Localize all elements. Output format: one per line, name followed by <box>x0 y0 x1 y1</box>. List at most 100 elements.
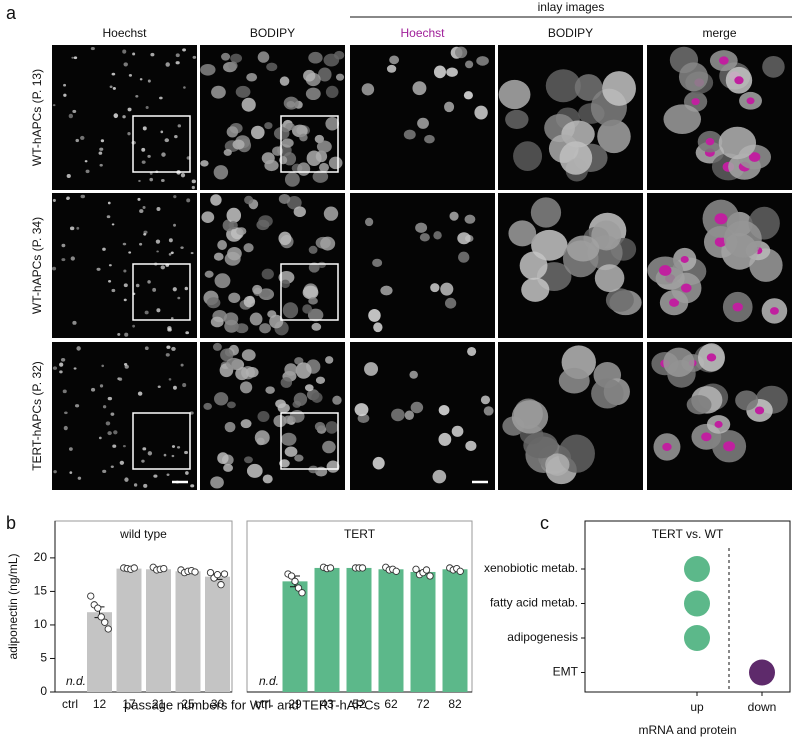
cell <box>463 91 473 100</box>
cell <box>190 484 195 488</box>
x-tick-label: 43 <box>320 697 334 711</box>
cell <box>212 342 222 351</box>
data-point <box>422 566 431 574</box>
cell <box>302 304 313 314</box>
cell <box>245 367 259 378</box>
cell <box>73 367 77 370</box>
cell <box>66 174 71 178</box>
inlay-box <box>132 115 191 173</box>
y-tick-label: EMT <box>553 665 579 679</box>
cell <box>147 280 151 284</box>
cell <box>226 357 243 370</box>
cell <box>99 147 104 151</box>
cell <box>123 362 128 366</box>
cell <box>84 160 88 163</box>
panel-label: a <box>6 3 17 23</box>
cell <box>185 331 190 335</box>
bar <box>346 567 372 692</box>
cell <box>228 221 238 230</box>
cell <box>386 64 397 73</box>
cell <box>143 233 147 236</box>
cell <box>424 134 435 144</box>
cell <box>141 147 146 152</box>
cell <box>159 96 163 100</box>
cell <box>380 285 393 296</box>
cell <box>111 288 116 293</box>
cell <box>221 52 231 61</box>
cell <box>105 421 111 426</box>
nucleus <box>680 255 689 263</box>
cell <box>113 113 119 119</box>
cell <box>244 456 253 464</box>
cell <box>211 85 226 99</box>
cell <box>244 195 254 205</box>
data-point <box>94 604 102 612</box>
cell <box>318 67 332 82</box>
cell <box>109 85 113 89</box>
y-tick-label: xenobiotic metab. <box>484 561 578 575</box>
cell <box>165 62 170 67</box>
cell <box>98 436 102 440</box>
cell <box>325 421 339 434</box>
y-axis-label: adiponectin (ng/mL) <box>6 553 20 659</box>
bar <box>175 571 201 692</box>
cell <box>243 295 256 308</box>
cell <box>63 83 67 87</box>
cell <box>594 264 625 293</box>
cell <box>311 392 323 403</box>
cell <box>465 440 477 452</box>
cell <box>323 206 339 221</box>
cell <box>498 79 531 110</box>
cell <box>204 270 214 278</box>
cell <box>72 320 77 325</box>
cell <box>433 231 442 240</box>
cell <box>678 62 709 92</box>
cell <box>138 179 141 183</box>
cell <box>102 469 107 473</box>
cell <box>168 253 172 256</box>
y-tick-label: 15 <box>34 584 48 598</box>
cell <box>523 432 558 459</box>
cell <box>123 298 127 302</box>
cell <box>304 384 314 392</box>
cell <box>325 356 334 364</box>
cell <box>135 283 140 288</box>
cell <box>52 198 56 202</box>
chart-title: TERT vs. WT <box>652 527 724 541</box>
cell <box>76 226 80 230</box>
cell <box>156 250 159 253</box>
cell <box>262 474 273 484</box>
cell <box>316 140 332 153</box>
cell <box>75 404 80 408</box>
inlay-box <box>132 412 191 470</box>
cell <box>52 266 57 271</box>
cell <box>597 119 631 154</box>
cell <box>142 126 147 131</box>
chart-title: wild type <box>119 527 167 541</box>
cell <box>361 83 375 96</box>
cell <box>150 52 155 57</box>
cell <box>273 415 287 428</box>
cell <box>505 109 529 129</box>
cell <box>322 440 336 454</box>
cell <box>90 387 96 392</box>
data-point <box>87 592 95 600</box>
cell <box>224 421 236 433</box>
cell <box>278 231 292 246</box>
x-tick-label: 12 <box>93 697 107 711</box>
cell <box>280 377 293 388</box>
cell <box>264 122 273 130</box>
dot <box>684 590 710 617</box>
cell <box>210 316 224 328</box>
cell <box>64 411 68 415</box>
data-point <box>217 581 225 589</box>
cell <box>265 386 275 394</box>
cell <box>240 419 252 429</box>
cell <box>227 246 242 261</box>
cell <box>293 392 308 406</box>
cell <box>124 364 129 369</box>
cell <box>451 425 464 437</box>
cell <box>282 302 299 319</box>
cell <box>605 288 634 312</box>
nucleus <box>754 406 765 415</box>
